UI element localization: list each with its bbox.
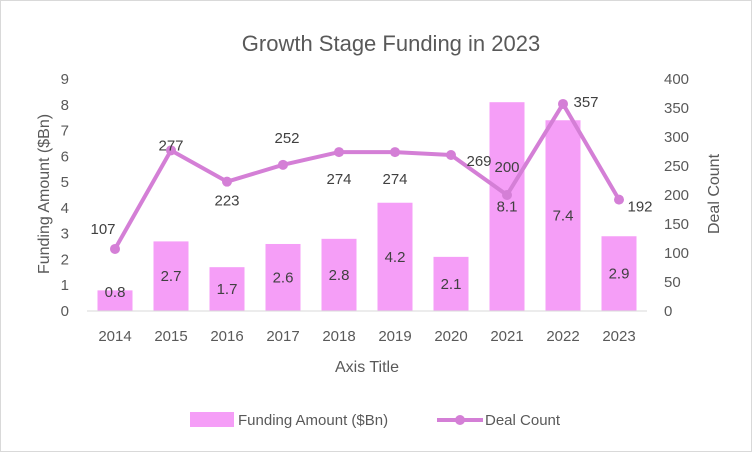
y2-tick-label: 350 (664, 100, 689, 117)
x-tick-label: 2015 (154, 328, 187, 345)
bar (489, 102, 525, 311)
line-point (166, 145, 176, 156)
bar (377, 202, 413, 311)
legend-swatch-marker (455, 415, 465, 425)
y2-tick-label: 400 (664, 71, 689, 88)
legend: Funding Amount ($Bn) Deal Count (190, 412, 561, 429)
x-axis-title: Axis Title (335, 359, 399, 376)
bar (545, 120, 581, 311)
bar (321, 238, 357, 311)
y2-tick-label: 0 (664, 303, 672, 320)
x-tick-label: 2021 (490, 328, 523, 345)
line-point (502, 190, 512, 200)
line-value-label: 107 (90, 221, 115, 238)
line-point (558, 98, 568, 109)
line-value-label: 274 (382, 171, 407, 188)
x-tick-label: 2022 (546, 328, 579, 345)
line-value-label: 200 (494, 159, 519, 176)
x-tick-label: 2016 (210, 328, 243, 345)
line-value-label: 192 (627, 199, 652, 216)
bar (601, 236, 637, 311)
line-value-label: 274 (326, 171, 351, 188)
line-value-label: 277 (158, 137, 183, 154)
y2-tick-label: 150 (664, 216, 689, 233)
x-tick-label: 2019 (378, 328, 411, 345)
y-tick-label: 0 (61, 303, 69, 320)
y-tick-label: 1 (61, 277, 69, 294)
y-tick-label: 2 (61, 251, 69, 268)
bar-value-label: 2.7 (161, 268, 182, 285)
x-tick-label: 2014 (98, 328, 131, 345)
y-tick-label: 3 (61, 226, 69, 243)
line-point (446, 149, 456, 160)
y2-tick-label: 200 (664, 187, 689, 204)
legend-swatch-bar (190, 412, 234, 427)
bar (209, 267, 245, 311)
line-point (390, 147, 400, 158)
y-tick-label: 5 (61, 174, 69, 191)
line-point (614, 194, 624, 205)
line-point (278, 159, 288, 170)
bar (153, 241, 189, 311)
bar (265, 243, 301, 311)
bar-value-label: 2.6 (273, 269, 294, 286)
bar-value-label: 2.8 (329, 267, 350, 284)
plot-area: 0 1 2 3 4 5 6 7 8 9 0 50 100 150 200 250 300 350 400 0.8 2.7… (61, 71, 689, 345)
y2-tick-label: 50 (664, 274, 681, 291)
bar-value-label: 7.4 (553, 208, 574, 225)
y2-axis-title: Deal Count (706, 153, 723, 234)
bar-value-label: 2.1 (441, 276, 462, 293)
chart-title: Growth Stage Funding in 2023 (242, 31, 540, 56)
x-tick-label: 2018 (322, 328, 355, 345)
line-point (222, 176, 232, 187)
legend-label-funding: Funding Amount ($Bn) (238, 412, 388, 429)
bar-value-label: 4.2 (385, 249, 406, 266)
y2-tick-label: 250 (664, 158, 689, 175)
line-value-label: 357 (573, 94, 598, 111)
y2-tick-label: 100 (664, 245, 689, 262)
x-tick-label: 2020 (434, 328, 467, 345)
x-tick-label: 2023 (602, 328, 635, 345)
line-value-label: 223 (214, 193, 239, 210)
bar (433, 256, 469, 311)
line-value-label: 269 (466, 153, 491, 170)
x-tick-label: 2017 (266, 328, 299, 345)
y-tick-label: 6 (61, 148, 69, 165)
y-tick-label: 9 (61, 71, 69, 88)
y-tick-label: 8 (61, 97, 69, 114)
y2-tick-label: 300 (664, 129, 689, 146)
bar-value-label: 8.1 (497, 199, 518, 216)
legend-label-deal-count: Deal Count (485, 412, 561, 429)
y-tick-label: 7 (61, 123, 69, 140)
line-point (110, 243, 120, 254)
bar-value-label: 0.8 (105, 284, 126, 301)
line-point (334, 147, 344, 158)
deal-count-line (113, 101, 621, 250)
y-axis-title: Funding Amount ($Bn) (36, 114, 53, 274)
line-value-label: 252 (274, 130, 299, 147)
y-tick-label: 4 (61, 200, 69, 217)
bar-value-label: 2.9 (609, 266, 630, 283)
bar-value-label: 1.7 (217, 281, 238, 298)
bar (97, 290, 133, 311)
